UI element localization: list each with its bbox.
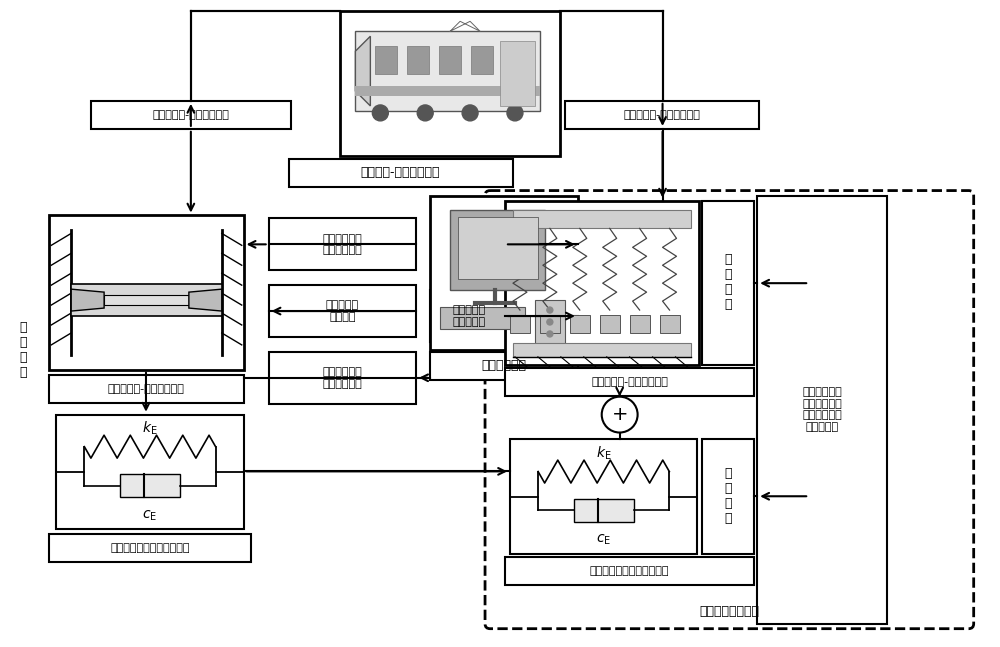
Text: 整体结构全
时程响应: 整体结构全 时程响应 (326, 300, 359, 322)
Bar (49, 215, 244, 370)
Text: 整体结构-高速列车车厢: 整体结构-高速列车车厢 (361, 166, 440, 179)
Text: 试验子结构全
时程反力响应: 试验子结构全 时程反力响应 (323, 367, 362, 389)
Bar (104, 295, 189, 305)
Circle shape (417, 105, 433, 121)
Text: 试验子结构-抗蛇行减振器: 试验子结构-抗蛇行减振器 (152, 110, 229, 120)
Text: 试验子结构全
时程加载命令: 试验子结构全 时程加载命令 (323, 234, 362, 255)
Circle shape (547, 307, 553, 313)
Text: 数
值
计
算: 数 值 计 算 (725, 253, 732, 311)
Bar (120, 474, 180, 497)
Polygon shape (189, 289, 222, 311)
Bar (407, 46, 429, 74)
Bar (630, 315, 650, 333)
Text: $k_\mathrm{E}$: $k_\mathrm{E}$ (596, 444, 612, 462)
Bar (56, 415, 244, 529)
Text: 试验子结构线性化数值模型: 试验子结构线性化数值模型 (590, 566, 669, 576)
Bar (430, 290, 508, 342)
Bar (269, 219, 416, 270)
Bar (510, 315, 530, 333)
Bar (505, 557, 754, 585)
Bar (600, 315, 620, 333)
Bar (440, 307, 525, 329)
Bar (458, 217, 538, 280)
FancyBboxPatch shape (485, 191, 974, 629)
Bar (269, 352, 416, 404)
Text: 逐步积分过程
中利用试验子
结构线性模型
对反力修正: 逐步积分过程 中利用试验子 结构线性模型 对反力修正 (802, 387, 842, 432)
Bar (289, 159, 513, 186)
Bar (340, 12, 560, 156)
Text: +: + (611, 405, 628, 424)
Bar (430, 195, 578, 350)
Bar (574, 499, 634, 522)
Bar (355, 31, 540, 111)
Text: 数
值
计
算: 数 值 计 算 (725, 467, 732, 525)
Bar (91, 101, 291, 129)
Text: $k_\mathrm{E}$: $k_\mathrm{E}$ (142, 420, 158, 437)
Circle shape (602, 397, 638, 433)
Text: $c_\mathrm{E}$: $c_\mathrm{E}$ (142, 508, 158, 523)
Bar (439, 46, 461, 74)
Bar (430, 352, 578, 380)
Bar (503, 46, 525, 74)
Text: 试验子结构线性化数值模型: 试验子结构线性化数值模型 (110, 543, 190, 553)
Text: 试验子结构
反力全时程: 试验子结构 反力全时程 (453, 305, 486, 327)
Bar (375, 46, 397, 74)
Bar (513, 343, 691, 357)
Text: 数据交互中心: 数据交互中心 (481, 359, 526, 372)
Text: 整体结构数值模型: 整体结构数值模型 (699, 605, 759, 619)
Bar (49, 375, 244, 402)
Circle shape (462, 105, 478, 121)
Bar (702, 201, 754, 365)
Bar (505, 367, 754, 396)
Bar (570, 315, 590, 333)
Text: 试验子结构-抗蛇行减振器: 试验子结构-抗蛇行减振器 (108, 384, 184, 394)
Polygon shape (71, 289, 104, 311)
Bar (450, 210, 545, 290)
Bar (355, 86, 540, 96)
Circle shape (547, 331, 553, 337)
Bar (500, 41, 535, 106)
Circle shape (372, 105, 388, 121)
Bar (540, 315, 560, 333)
Bar (513, 210, 691, 228)
Bar (565, 101, 759, 129)
Text: $c_\mathrm{E}$: $c_\mathrm{E}$ (596, 533, 611, 547)
Text: 数值子结构-车体剩余部分: 数值子结构-车体剩余部分 (623, 110, 700, 120)
Text: 伺
服
加
载: 伺 服 加 载 (20, 321, 27, 379)
Bar (471, 46, 493, 74)
Bar (757, 195, 887, 624)
Bar (660, 315, 680, 333)
Bar (49, 534, 251, 562)
Polygon shape (355, 36, 370, 106)
Bar (535, 300, 565, 345)
Bar (71, 284, 222, 316)
Bar (505, 201, 699, 365)
Circle shape (547, 319, 553, 325)
Bar (702, 439, 754, 554)
Bar (510, 439, 697, 554)
Bar (269, 285, 416, 337)
Circle shape (507, 105, 523, 121)
Text: 数值子结构-车体剩余部分: 数值子结构-车体剩余部分 (591, 377, 668, 387)
